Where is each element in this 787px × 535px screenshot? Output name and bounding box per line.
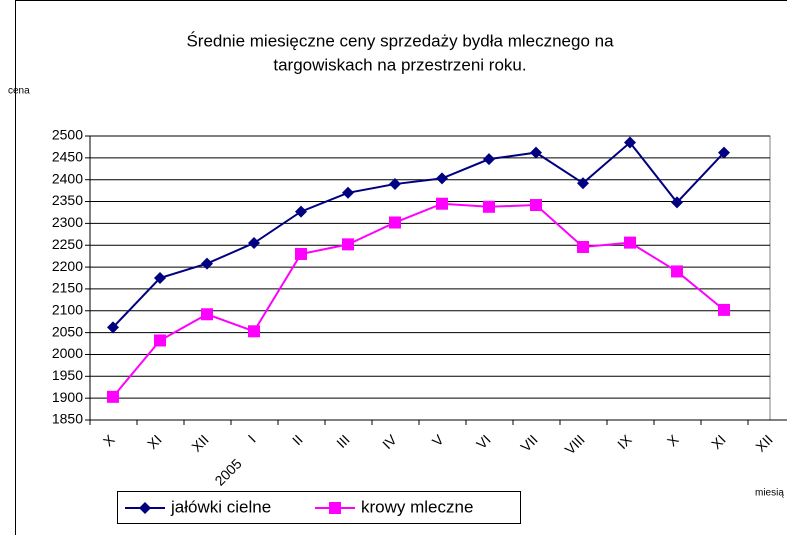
x-tick-label: X: [100, 431, 118, 449]
x-tick-label: XII: [752, 431, 775, 454]
data-point: [483, 200, 495, 213]
plot-area: [89, 135, 771, 421]
annotation: 2005: [211, 455, 244, 488]
data-point: [295, 247, 307, 260]
x-tick-label: VI: [473, 431, 494, 452]
data-point: [107, 390, 119, 403]
y-tick-label: 2150: [52, 280, 83, 296]
data-point: [201, 308, 213, 321]
y-tick-label: 1900: [52, 389, 83, 405]
x-tick-label: III: [333, 431, 353, 451]
data-point: [624, 136, 636, 149]
legend-marker: [329, 502, 341, 514]
legend-label: jałówki cielne: [170, 497, 271, 516]
data-point: [248, 237, 260, 250]
data-point: [201, 257, 213, 270]
data-point: [436, 197, 448, 210]
data-point: [107, 321, 119, 334]
y-tick-label: 2350: [52, 192, 83, 208]
y-tick-label: 2000: [52, 345, 83, 361]
y-axis-label: cena: [8, 86, 30, 97]
y-tick-label: 2100: [52, 301, 83, 317]
x-tick-label: IV: [379, 431, 400, 452]
y-tick-label: 2050: [52, 323, 83, 339]
data-point: [671, 265, 683, 278]
data-point: [718, 303, 730, 316]
data-point: [154, 334, 166, 347]
data-point: [671, 196, 683, 209]
data-point: [248, 325, 260, 338]
y-tick-label: 2300: [52, 214, 83, 230]
data-point: [295, 205, 307, 218]
x-tick-label: XI: [144, 431, 165, 452]
data-point: [577, 240, 589, 253]
x-tick-label: VIII: [562, 431, 588, 457]
data-point: [436, 172, 448, 185]
data-point: [577, 177, 589, 190]
y-tick-label: 1850: [52, 411, 83, 427]
data-point: [718, 146, 730, 159]
y-tick-label: 2500: [52, 127, 83, 143]
legend-marker: [139, 502, 151, 514]
x-tick-label: X: [664, 431, 682, 449]
x-axis-label: miesią: [755, 488, 784, 499]
data-point: [624, 236, 636, 249]
x-tick-label: VII: [517, 431, 540, 454]
data-point: [342, 186, 354, 199]
data-point: [530, 199, 542, 212]
data-point: [483, 153, 495, 166]
x-tick-label: II: [289, 431, 306, 448]
chart-border: [15, 0, 787, 535]
chart-title: Średnie miesięczne ceny sprzedaży bydła …: [186, 31, 614, 50]
y-tick-label: 2200: [52, 258, 83, 274]
data-point: [530, 146, 542, 159]
series-line: [112, 202, 725, 398]
y-tick-label: 1950: [52, 367, 83, 383]
data-point: [389, 216, 401, 229]
chart-title: targowiskach na przestrzeni roku.: [273, 55, 526, 74]
x-tick-label: IX: [614, 431, 635, 452]
y-tick-label: 2250: [52, 236, 83, 252]
legend-label: krowy mleczne: [361, 497, 473, 516]
x-tick-label: I: [245, 431, 259, 445]
x-tick-label: V: [429, 431, 447, 449]
x-tick-label: XI: [708, 431, 729, 452]
x-tick-label: XII: [188, 431, 211, 454]
series-line: [112, 141, 725, 329]
data-point: [389, 178, 401, 191]
y-tick-label: 2400: [52, 170, 83, 186]
y-tick-label: 2450: [52, 149, 83, 165]
data-point: [342, 238, 354, 251]
data-point: [154, 272, 166, 284]
